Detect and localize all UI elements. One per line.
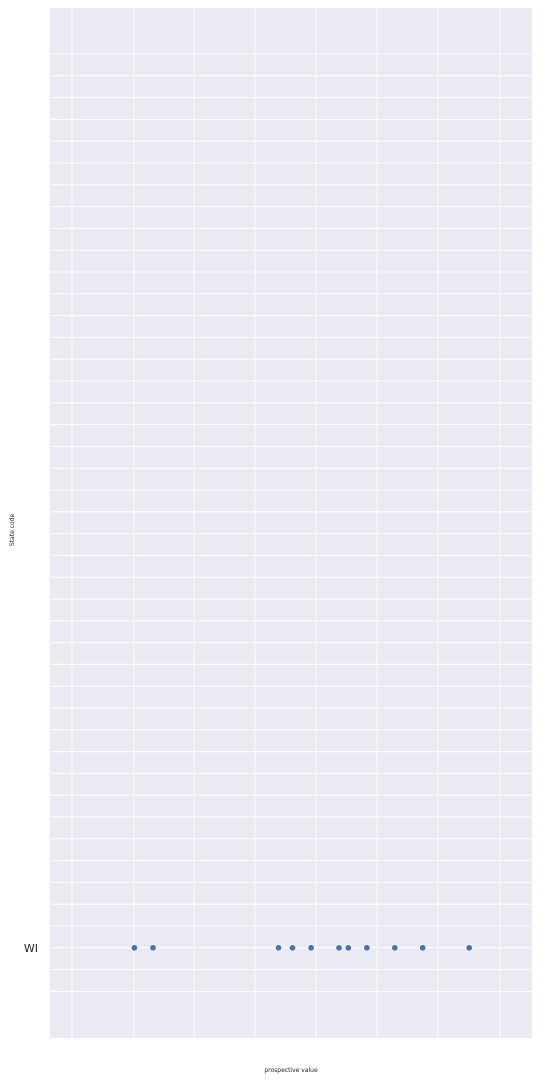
grid-lines	[50, 8, 532, 1038]
data-point	[130, 944, 138, 952]
data-points	[130, 944, 473, 952]
y-tick-label: WI	[24, 942, 38, 955]
data-point	[288, 944, 296, 952]
y-tick-labels: WI	[24, 942, 38, 955]
data-point	[344, 944, 352, 952]
data-point	[274, 944, 282, 952]
data-point	[465, 944, 473, 952]
data-point	[149, 944, 157, 952]
data-point	[307, 944, 315, 952]
x-axis-label: prospective value	[264, 1067, 318, 1074]
data-point	[391, 944, 399, 952]
y-axis-label: State code	[9, 514, 16, 547]
data-point	[335, 944, 343, 952]
data-point	[419, 944, 427, 952]
plot-background	[50, 8, 532, 1038]
data-point	[363, 944, 371, 952]
